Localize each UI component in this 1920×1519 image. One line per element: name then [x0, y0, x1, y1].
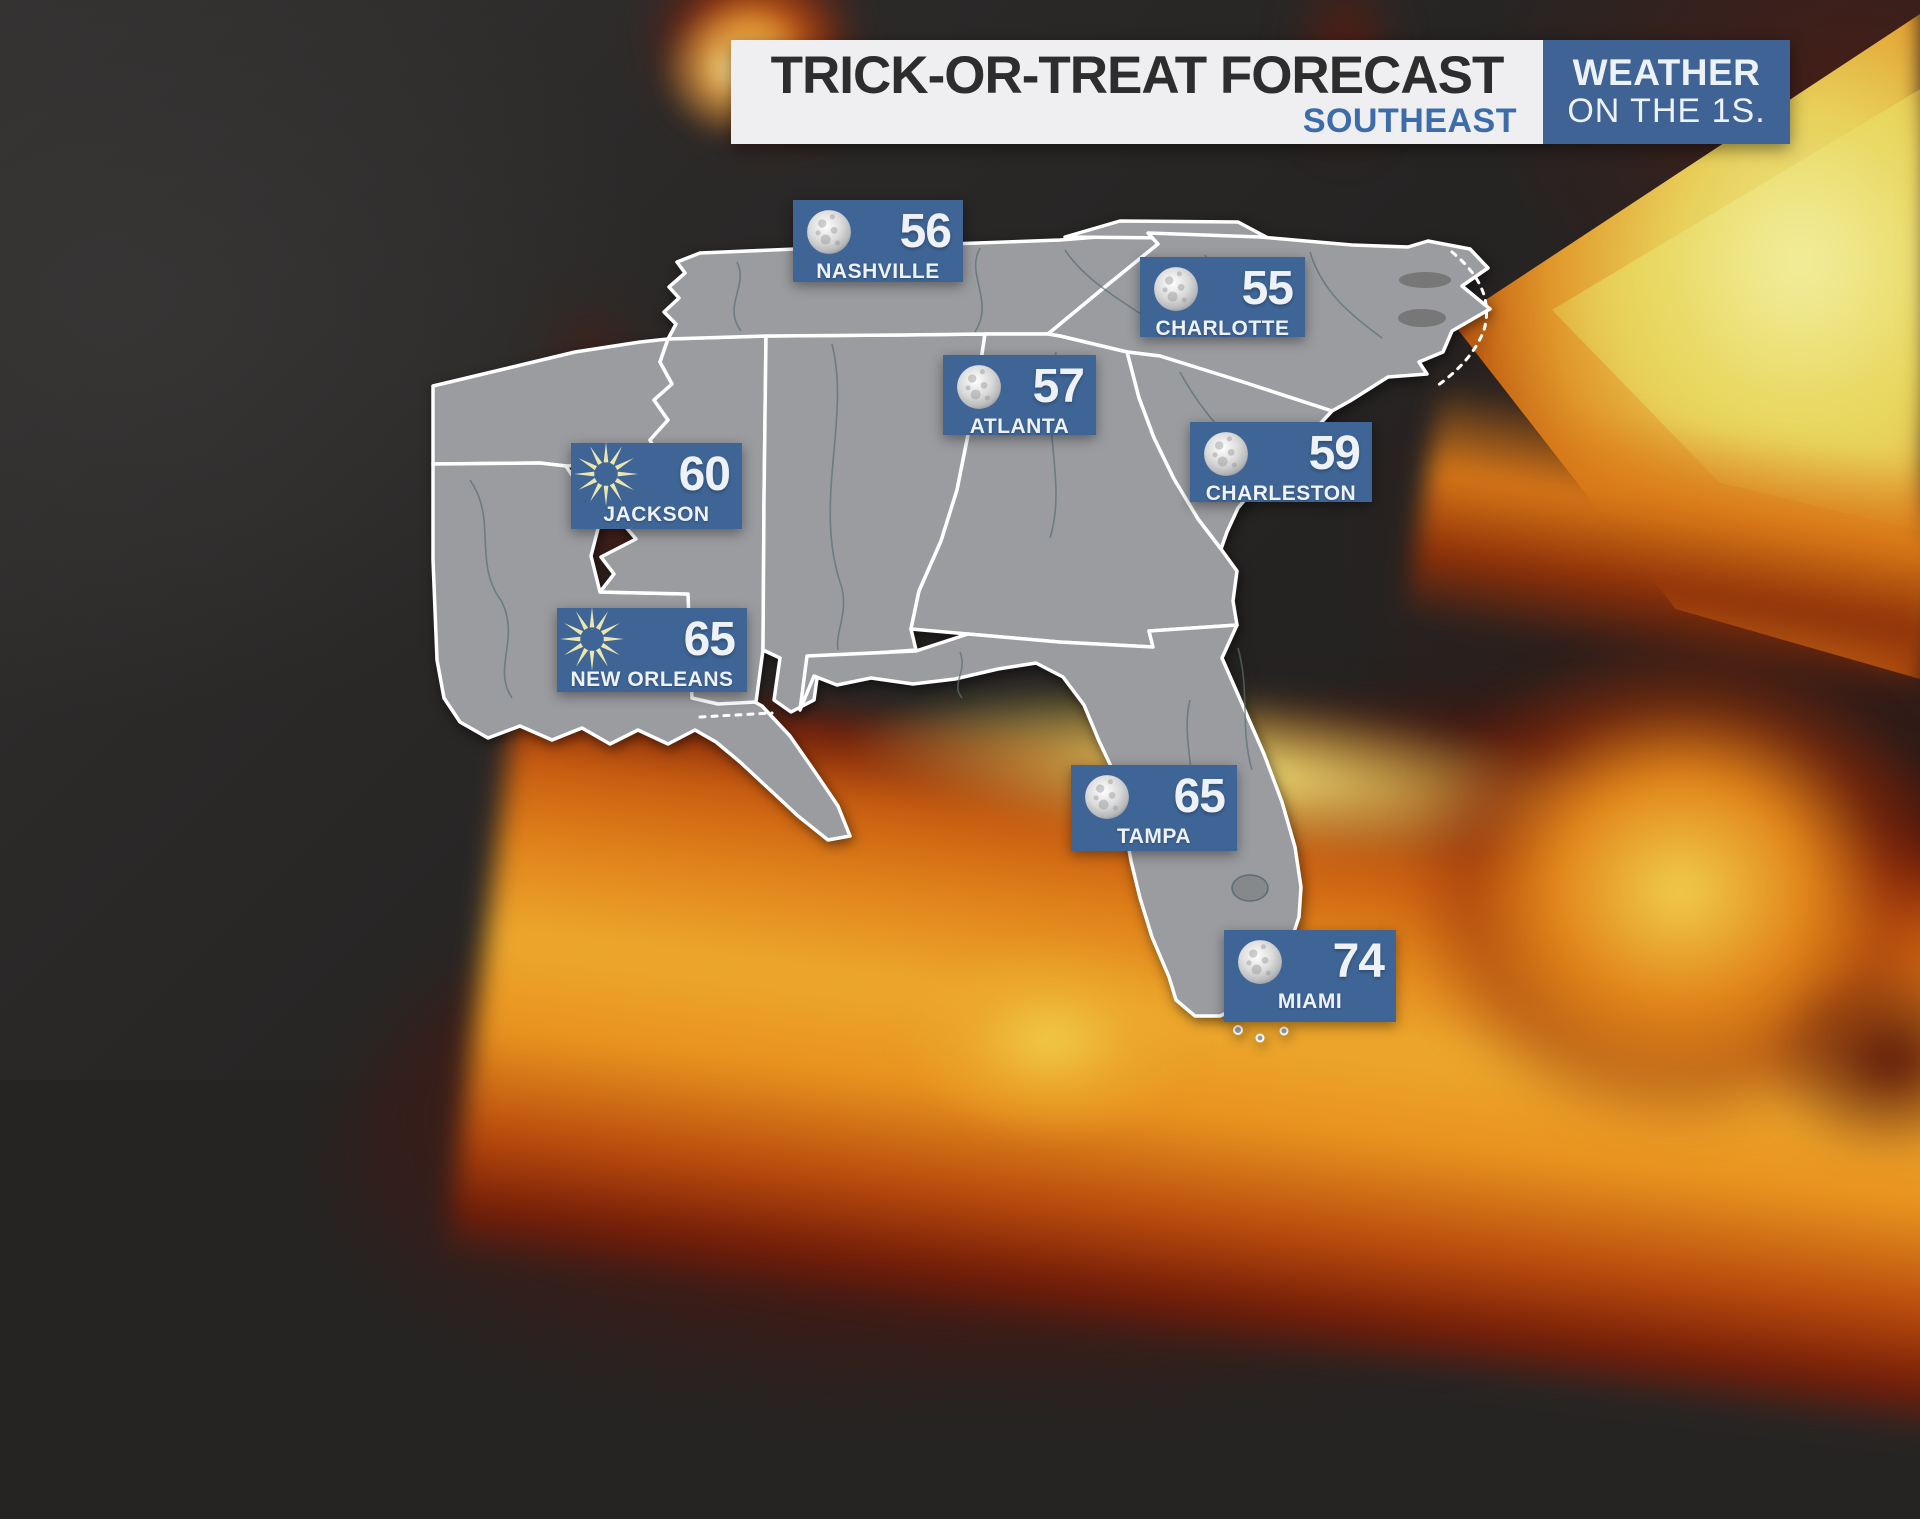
lake-okeechobee [1231, 874, 1269, 902]
header-banner: TRICK-OR-TREAT FORECAST SOUTHEAST WEATHE… [731, 40, 1790, 144]
city-forecast-label: 57 ATLANTA [943, 355, 1096, 438]
moon-icon [952, 360, 1006, 414]
city-name: ATLANTA [969, 415, 1070, 438]
sun-icon [558, 605, 626, 673]
label-row: 65 [1071, 765, 1237, 824]
city-name: MIAMI [1277, 990, 1343, 1013]
city-forecast-label: 74 MIAMI [1224, 930, 1396, 1022]
temperature-value: 55 [1241, 262, 1294, 315]
forecast-title: TRICK-OR-TREAT FORECAST [770, 46, 1505, 105]
brand-line-2: ON THE 1S. [1567, 92, 1766, 130]
city-name: JACKSON [603, 503, 710, 526]
florida-keys [1255, 1033, 1265, 1043]
temperature-value: 59 [1308, 427, 1361, 480]
label-row: 65 [557, 607, 747, 671]
state-shape-tennessee [662, 231, 1160, 341]
city-name: NEW ORLEANS [570, 668, 734, 691]
forecast-title-box: TRICK-OR-TREAT FORECAST SOUTHEAST [731, 40, 1543, 144]
city-name: CHARLESTON [1205, 482, 1357, 505]
brand-line-1: WEATHER [1572, 52, 1761, 93]
temperature-value: 57 [1032, 360, 1085, 413]
temperature-value: 65 [683, 613, 736, 666]
temperature-value: 56 [899, 205, 952, 258]
outer-banks-islands [1432, 250, 1489, 390]
florida-keys [1233, 1025, 1243, 1035]
city-forecast-label: 65 NEW ORLEANS [557, 607, 747, 692]
city-forecast-label: 60 JACKSON [571, 442, 742, 529]
moon-icon [802, 205, 856, 259]
label-row: 56 [793, 200, 963, 259]
gulf-barrier-islands [698, 711, 774, 719]
city-forecast-label: 65 TAMPA [1071, 765, 1237, 851]
temperature-value: 74 [1332, 935, 1385, 988]
moon-icon [1199, 427, 1253, 481]
moon-icon [1233, 935, 1287, 989]
temperature-value: 65 [1173, 770, 1226, 823]
florida-keys [1279, 1026, 1289, 1036]
brand-logo-box: WEATHER ON THE 1S. [1543, 40, 1790, 144]
label-row: 74 [1224, 930, 1396, 989]
temperature-value: 60 [678, 448, 731, 501]
city-forecast-label: 56 NASHVILLE [793, 200, 963, 283]
label-row: 59 [1190, 422, 1372, 481]
sun-icon [572, 440, 640, 508]
city-labels-layer: 56 NASHVILLE [557, 200, 1396, 1022]
city-name: TAMPA [1116, 825, 1192, 848]
albemarle-sound [1399, 272, 1451, 288]
label-row: 55 [1140, 257, 1305, 316]
city-name: CHARLOTTE [1155, 317, 1290, 340]
city-forecast-label: 55 CHARLOTTE [1140, 257, 1305, 340]
city-forecast-label: 59 CHARLESTON [1190, 422, 1372, 505]
label-row: 57 [943, 355, 1096, 414]
city-name: NASHVILLE [816, 260, 940, 283]
state-shape-florida [798, 623, 1303, 1018]
moon-icon [1149, 262, 1203, 316]
region-subtitle: SOUTHEAST [1302, 102, 1517, 140]
pamlico-sound [1398, 309, 1446, 327]
label-row: 60 [571, 442, 742, 506]
moon-icon [1080, 770, 1134, 824]
